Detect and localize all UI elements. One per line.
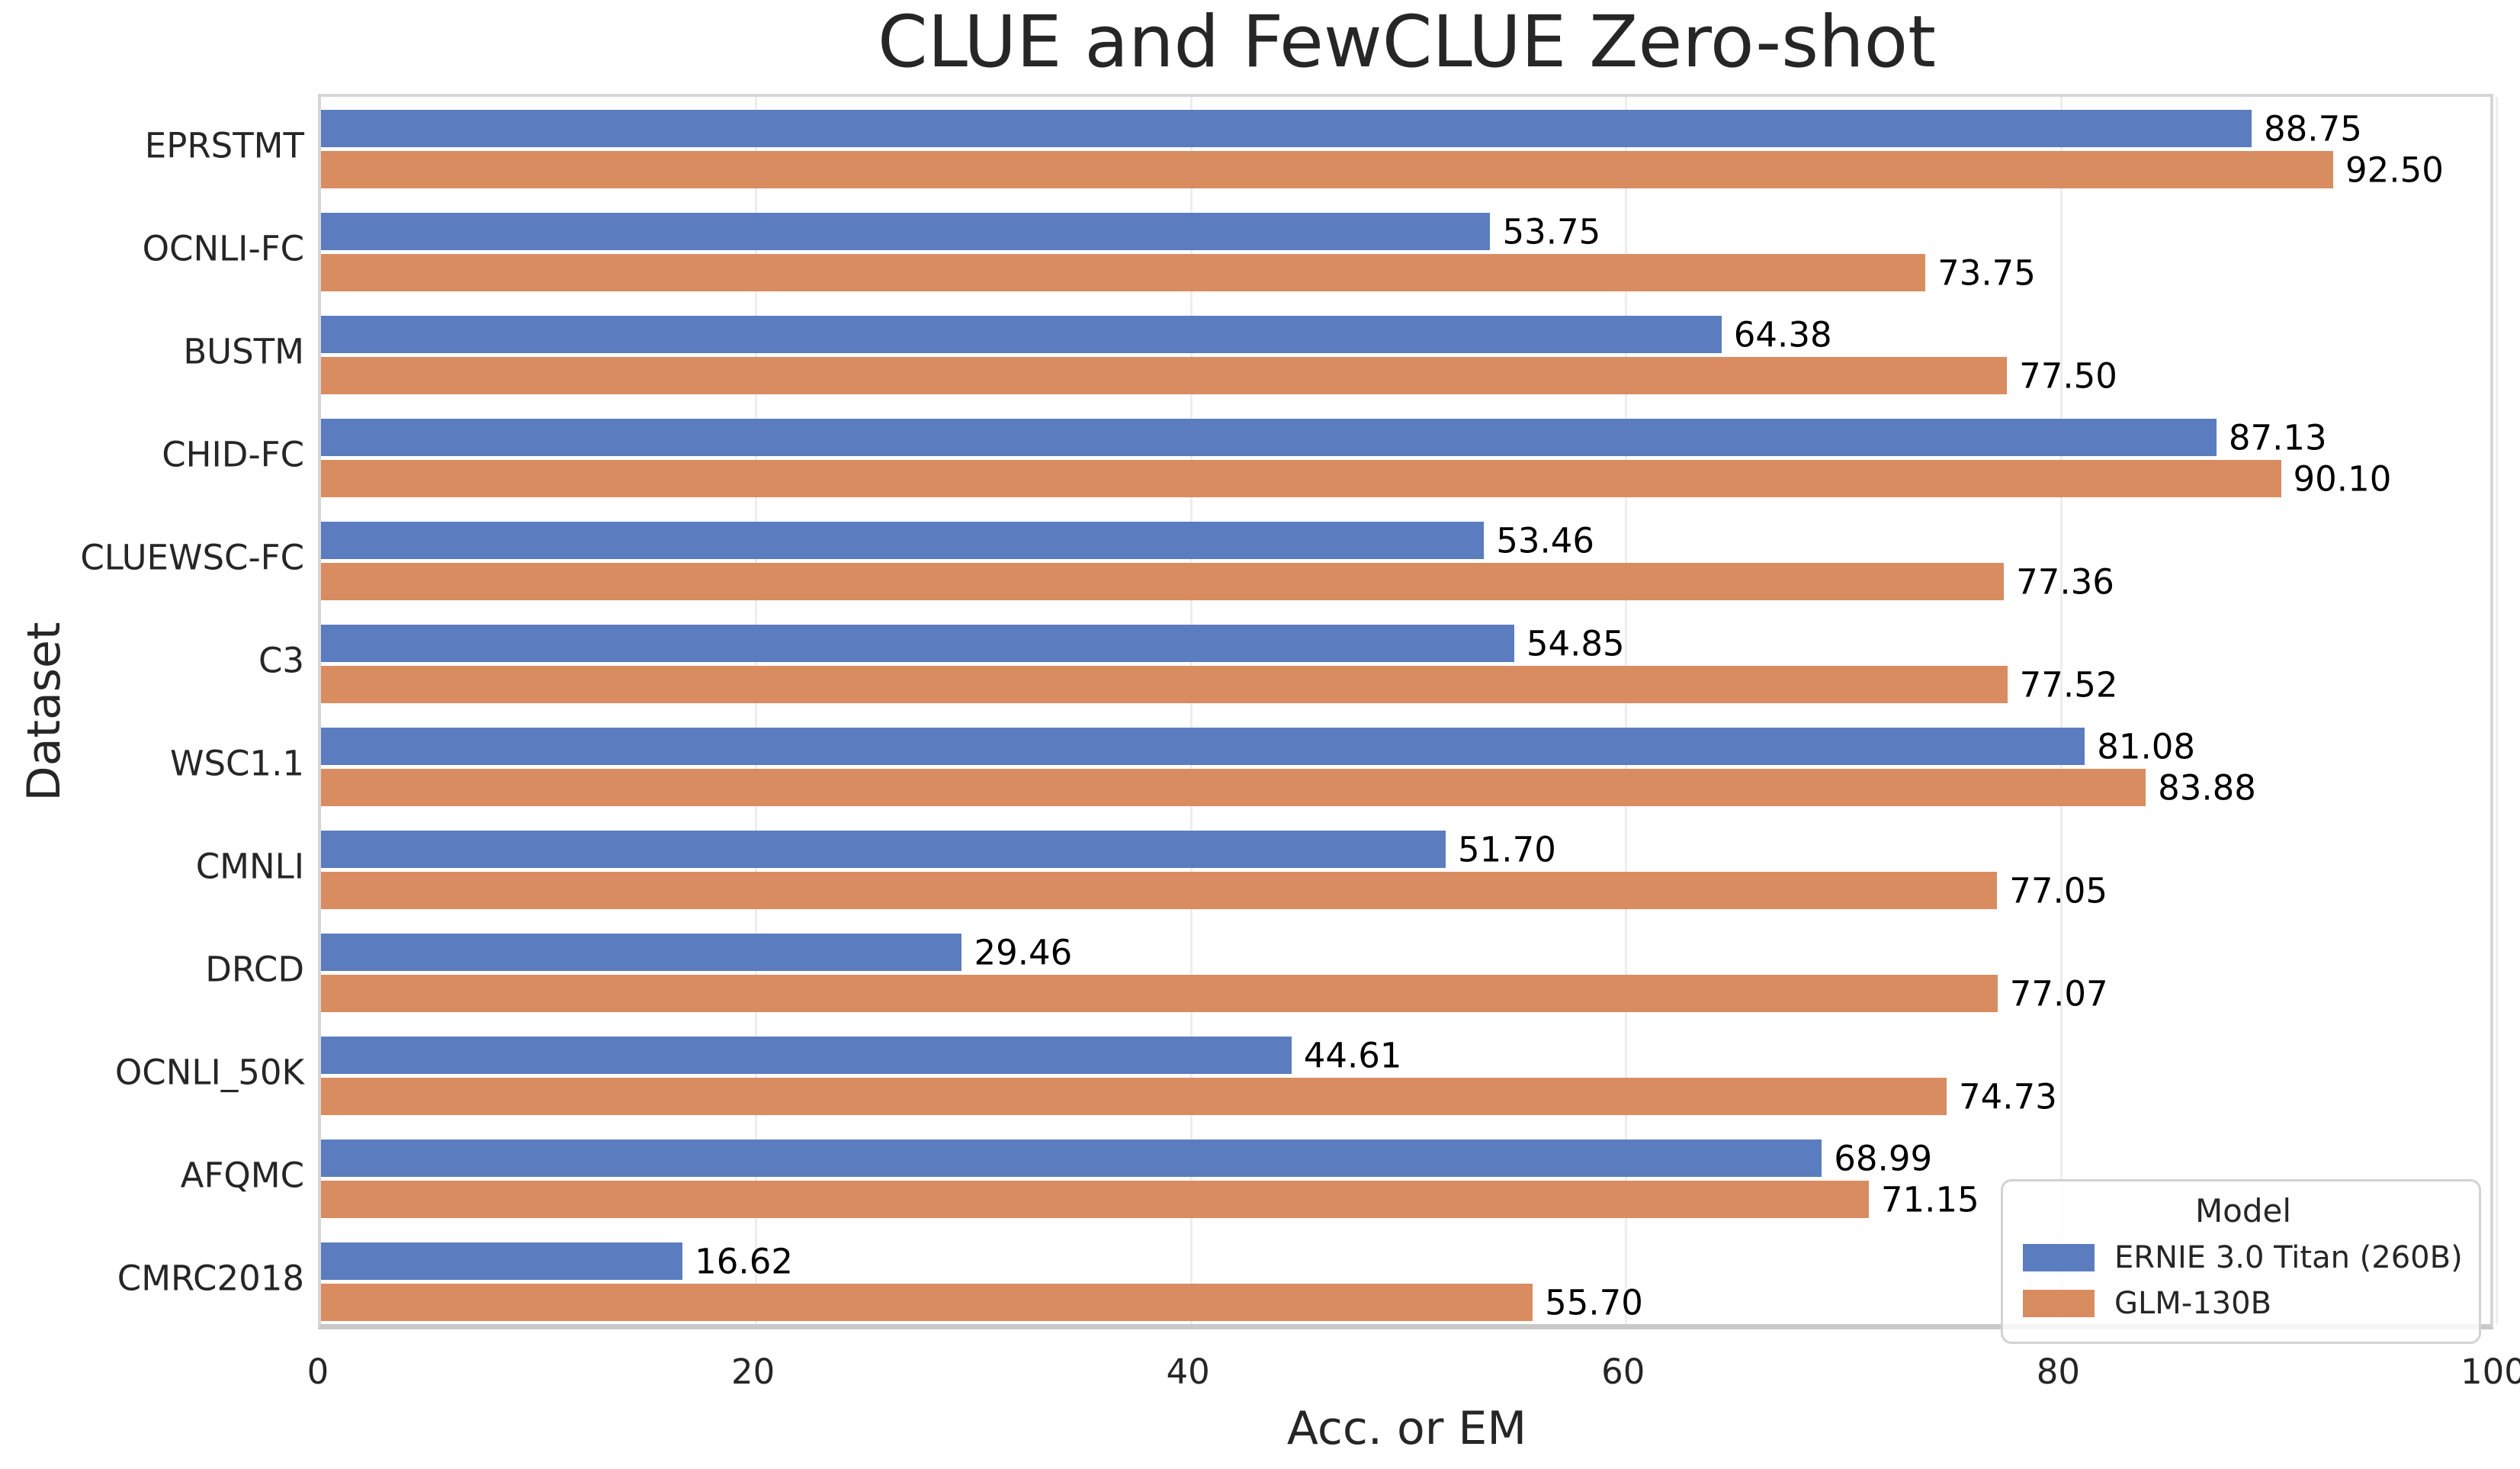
bar-glm	[321, 975, 1998, 1012]
bar-ernie	[321, 1140, 1822, 1177]
y-tick-label: CHID-FC	[162, 434, 304, 474]
bar-glm	[321, 254, 1926, 291]
bar-ernie	[321, 110, 2252, 147]
bar-ernie	[321, 213, 1491, 250]
x-tick-label: 40	[1166, 1352, 1210, 1392]
y-tick-labels: EPRSTMT OCNLI-FC BUSTM CHID-FC CLUEWSC-FC C3 W…	[0, 94, 304, 1329]
y-tick-label: OCNLI_50K	[114, 1052, 304, 1092]
x-axis-label: Acc. or EM	[1286, 1402, 1527, 1455]
bar-ernie	[321, 625, 1514, 662]
y-tick-label: CMRC2018	[117, 1258, 304, 1298]
bar-value-label: 68.99	[1834, 1138, 1933, 1178]
bar-glm	[321, 151, 2334, 188]
bar-glm	[321, 872, 1998, 909]
bar-value-label: 16.62	[695, 1241, 793, 1281]
x-tick-label: 20	[730, 1352, 775, 1392]
bar-value-label: 90.10	[2293, 458, 2392, 499]
bar-value-label: 53.75	[1502, 211, 1601, 252]
gridline	[2495, 97, 2498, 1324]
x-tick-labels: 0 20 40 60 80 100	[0, 1352, 2520, 1397]
y-tick-label: WSC1.1	[169, 743, 304, 783]
legend-label-ernie: ERNIE 3.0 Titan (260B)	[2114, 1240, 2463, 1275]
chart-title: CLUE and FewCLUE Zero-shot	[877, 1, 1937, 84]
bar-value-label: 73.75	[1937, 252, 2036, 293]
bar-ernie	[321, 316, 1722, 353]
bar-glm	[321, 1078, 1947, 1115]
y-tick-label: AFQMC	[180, 1155, 304, 1195]
bar-glm	[321, 666, 2008, 703]
x-tick-label: 60	[1601, 1352, 1645, 1392]
bar-glm	[321, 563, 2005, 600]
bar-value-label: 81.08	[2097, 726, 2196, 767]
bar-ernie	[321, 728, 2085, 765]
bar-ernie	[321, 1037, 1292, 1074]
y-tick-label: BUSTM	[183, 331, 304, 371]
bar-value-label: 77.05	[2009, 870, 2108, 911]
bar-value-label: 71.15	[1880, 1179, 1979, 1220]
bar-value-label: 55.70	[1545, 1282, 1643, 1323]
bar-glm	[321, 460, 2281, 497]
y-tick-label: DRCD	[205, 949, 304, 989]
bar-value-label: 87.13	[2228, 417, 2327, 458]
bar-glm	[321, 357, 2008, 394]
x-tick-label: 80	[2036, 1352, 2081, 1392]
bar-glm	[321, 1181, 1869, 1218]
legend-swatch-glm	[2023, 1290, 2095, 1317]
bar-ernie	[321, 419, 2217, 456]
legend-label-glm: GLM-130B	[2114, 1286, 2272, 1321]
bar-value-label: 64.38	[1733, 314, 1832, 355]
legend-title: Model	[2194, 1192, 2292, 1230]
bar-ernie	[321, 831, 1446, 868]
legend: Model ERNIE 3.0 Titan (260B) GLM-130B	[2001, 1179, 2481, 1344]
x-tick-label: 100	[2461, 1352, 2520, 1392]
bar-value-label: 83.88	[2158, 767, 2256, 808]
bar-value-label: 77.52	[2019, 664, 2118, 705]
y-tick-label: OCNLI-FC	[142, 228, 304, 268]
bar-ernie	[321, 934, 962, 971]
y-tick-label: CLUEWSC-FC	[80, 537, 304, 577]
bar-value-label: 77.50	[2019, 355, 2117, 396]
bar-value-label: 51.70	[1458, 829, 1556, 870]
legend-item-ernie: ERNIE 3.0 Titan (260B)	[2023, 1240, 2464, 1275]
x-tick-label: 0	[307, 1352, 329, 1392]
y-tick-label: CMNLI	[195, 846, 304, 886]
bar-value-label: 44.61	[1303, 1035, 1402, 1075]
bar-value-label: 77.07	[2009, 973, 2108, 1014]
bar-ernie	[321, 1242, 683, 1280]
bar-value-label: 29.46	[974, 932, 1073, 972]
y-tick-label: C3	[258, 640, 304, 680]
y-tick-label: EPRSTMT	[144, 125, 304, 166]
gridline	[1189, 97, 1193, 1324]
bar-value-label: 74.73	[1959, 1076, 2057, 1117]
bar-value-label: 53.46	[1496, 520, 1595, 561]
gridline	[1625, 97, 1628, 1324]
bar-glm	[321, 769, 2146, 806]
bar-value-label: 77.36	[2016, 561, 2114, 602]
bar-value-label: 92.50	[2345, 149, 2444, 190]
plot-area: 88.75 92.50 53.75 73.75 64.38 77.50 87.13 90.10…	[318, 94, 2498, 1344]
bar-ernie	[321, 522, 1485, 559]
legend-swatch-ernie	[2023, 1244, 2095, 1271]
bar-value-label: 54.85	[1526, 623, 1625, 664]
legend-item-glm: GLM-130B	[2023, 1286, 2464, 1321]
gridline	[755, 97, 758, 1324]
gridline	[2059, 97, 2063, 1324]
bar-glm	[321, 1284, 1533, 1321]
bar-value-label: 88.75	[2264, 108, 2362, 149]
